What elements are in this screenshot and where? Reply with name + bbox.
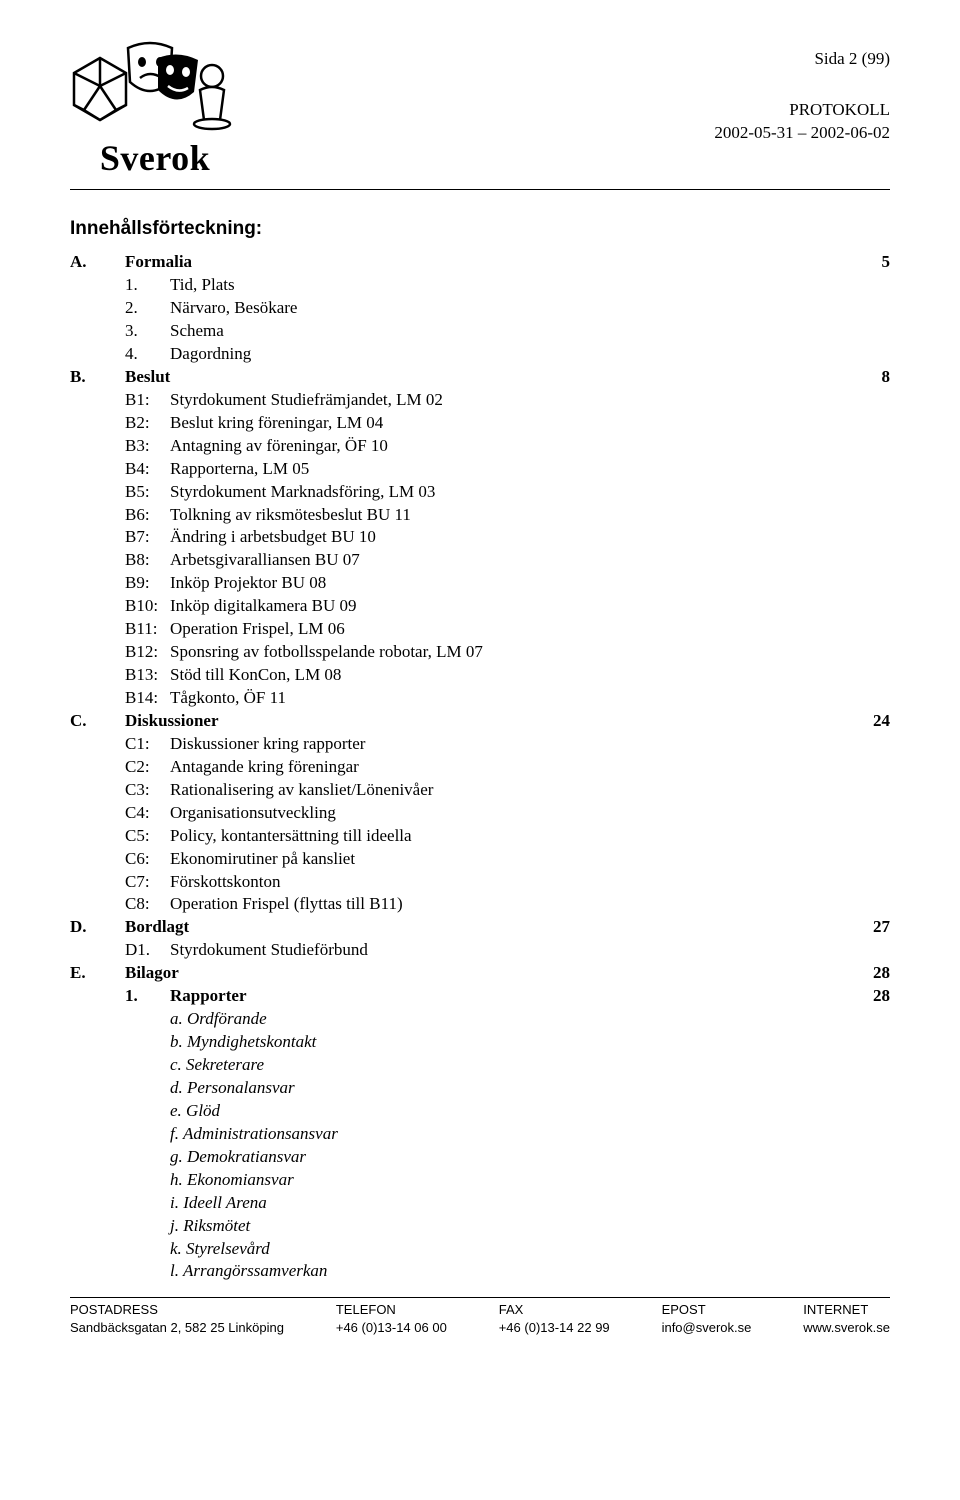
footer-val: +46 (0)13-14 06 00 (336, 1319, 447, 1337)
section-c: C.Diskussioner 24 (70, 710, 890, 733)
section-page: 24 (873, 710, 890, 733)
footer-col: FAX +46 (0)13-14 22 99 (499, 1301, 610, 1336)
toc-item: D1.Styrdokument Studieförbund (70, 939, 890, 962)
section-letter: E. (70, 962, 125, 985)
section-letter: B. (70, 366, 125, 389)
section-title: Formalia (125, 252, 192, 271)
footer-head: POSTADRESS (70, 1301, 284, 1319)
sub-section: 1.Rapporter 28 (70, 985, 890, 1008)
toc-item: 1.Tid, Plats (70, 274, 890, 297)
report-item: e. Glöd (70, 1100, 890, 1123)
section-page: 27 (873, 916, 890, 939)
toc-item: C2:Antagande kring föreningar (70, 756, 890, 779)
page-number: Sida 2 (99) (714, 48, 890, 71)
section-title: Beslut (125, 367, 170, 386)
header-left: Sverok (70, 40, 240, 183)
toc-item: B11:Operation Frispel, LM 06 (70, 618, 890, 641)
footer-head: FAX (499, 1301, 610, 1319)
report-item: i. Ideell Arena (70, 1192, 890, 1215)
section-letter: C. (70, 710, 125, 733)
report-item: j. Riksmötet (70, 1215, 890, 1238)
section-letter: D. (70, 916, 125, 939)
toc-item: 4.Dagordning (70, 343, 890, 366)
footer-col: EPOST info@sverok.se (662, 1301, 752, 1336)
toc-item: B14:Tågkonto, ÖF 11 (70, 687, 890, 710)
footer-val: Sandbäcksgatan 2, 582 25 Linköping (70, 1319, 284, 1337)
sverok-logo-icon (70, 40, 240, 140)
toc-item: B5:Styrdokument Marknadsföring, LM 03 (70, 481, 890, 504)
footer-val: +46 (0)13-14 22 99 (499, 1319, 610, 1337)
report-item: c. Sekreterare (70, 1054, 890, 1077)
toc-item: C6:Ekonomirutiner på kansliet (70, 848, 890, 871)
section-title: Diskussioner (125, 711, 219, 730)
footer-head: EPOST (662, 1301, 752, 1319)
toc-item: B4:Rapporterna, LM 05 (70, 458, 890, 481)
toc-item: 3.Schema (70, 320, 890, 343)
report-item: l. Arrangörssamverkan (70, 1260, 890, 1283)
report-item: h. Ekonomiansvar (70, 1169, 890, 1192)
toc-item: B7:Ändring i arbetsbudget BU 10 (70, 526, 890, 549)
section-a: A.Formalia 5 (70, 251, 890, 274)
toc-item: C3:Rationalisering av kansliet/Lönenivåe… (70, 779, 890, 802)
toc-item: C7:Förskottskonton (70, 871, 890, 894)
section-e: E.Bilagor 28 (70, 962, 890, 985)
footer-col: INTERNET www.sverok.se (803, 1301, 890, 1336)
toc-title: Innehållsförteckning: (70, 216, 890, 242)
date-range: 2002-05-31 – 2002-06-02 (714, 122, 890, 145)
footer-divider (70, 1297, 890, 1298)
toc-item: B3:Antagning av föreningar, ÖF 10 (70, 435, 890, 458)
report-item: g. Demokratiansvar (70, 1146, 890, 1169)
report-item: f. Administrationsansvar (70, 1123, 890, 1146)
toc-item: B9:Inköp Projektor BU 08 (70, 572, 890, 595)
section-page: 5 (882, 251, 891, 274)
doc-type: PROTOKOLL (714, 99, 890, 122)
section-page: 28 (873, 962, 890, 985)
toc-item: C4:Organisationsutveckling (70, 802, 890, 825)
footer-col: TELEFON +46 (0)13-14 06 00 (336, 1301, 447, 1336)
section-title: Bilagor (125, 963, 179, 982)
report-item: k. Styrelsevård (70, 1238, 890, 1261)
toc-item: B1:Styrdokument Studiefrämjandet, LM 02 (70, 389, 890, 412)
toc-item: 2.Närvaro, Besökare (70, 297, 890, 320)
report-item: d. Personalansvar (70, 1077, 890, 1100)
toc-item: C8:Operation Frispel (flyttas till B11) (70, 893, 890, 916)
footer-val: www.sverok.se (803, 1319, 890, 1337)
footer-col: POSTADRESS Sandbäcksgatan 2, 582 25 Link… (70, 1301, 284, 1336)
report-item: b. Myndighetskontakt (70, 1031, 890, 1054)
toc-item: C1:Diskussioner kring rapporter (70, 733, 890, 756)
toc-item: C5:Policy, kontantersättning till ideell… (70, 825, 890, 848)
logo-area: Sverok (70, 40, 240, 183)
section-b: B.Beslut 8 (70, 366, 890, 389)
toc-item: B8:Arbetsgivaralliansen BU 07 (70, 549, 890, 572)
section-d: D.Bordlagt 27 (70, 916, 890, 939)
header-divider (70, 189, 890, 190)
section-title: Bordlagt (125, 917, 189, 936)
page-footer: POSTADRESS Sandbäcksgatan 2, 582 25 Link… (70, 1301, 890, 1336)
footer-val: info@sverok.se (662, 1319, 752, 1337)
page-header: Sverok Sida 2 (99) PROTOKOLL 2002-05-31 … (70, 40, 890, 183)
header-right: Sida 2 (99) PROTOKOLL 2002-05-31 – 2002-… (714, 40, 890, 145)
toc-item: B12:Sponsring av fotbollsspelande robota… (70, 641, 890, 664)
footer-head: INTERNET (803, 1301, 890, 1319)
wordmark: Sverok (100, 134, 210, 183)
report-item: a. Ordförande (70, 1008, 890, 1031)
toc-item: B6:Tolkning av riksmötesbeslut BU 11 (70, 504, 890, 527)
toc-item: B2:Beslut kring föreningar, LM 04 (70, 412, 890, 435)
section-page: 8 (882, 366, 891, 389)
section-letter: A. (70, 251, 125, 274)
toc-item: B10:Inköp digitalkamera BU 09 (70, 595, 890, 618)
toc-item: B13:Stöd till KonCon, LM 08 (70, 664, 890, 687)
footer-head: TELEFON (336, 1301, 447, 1319)
